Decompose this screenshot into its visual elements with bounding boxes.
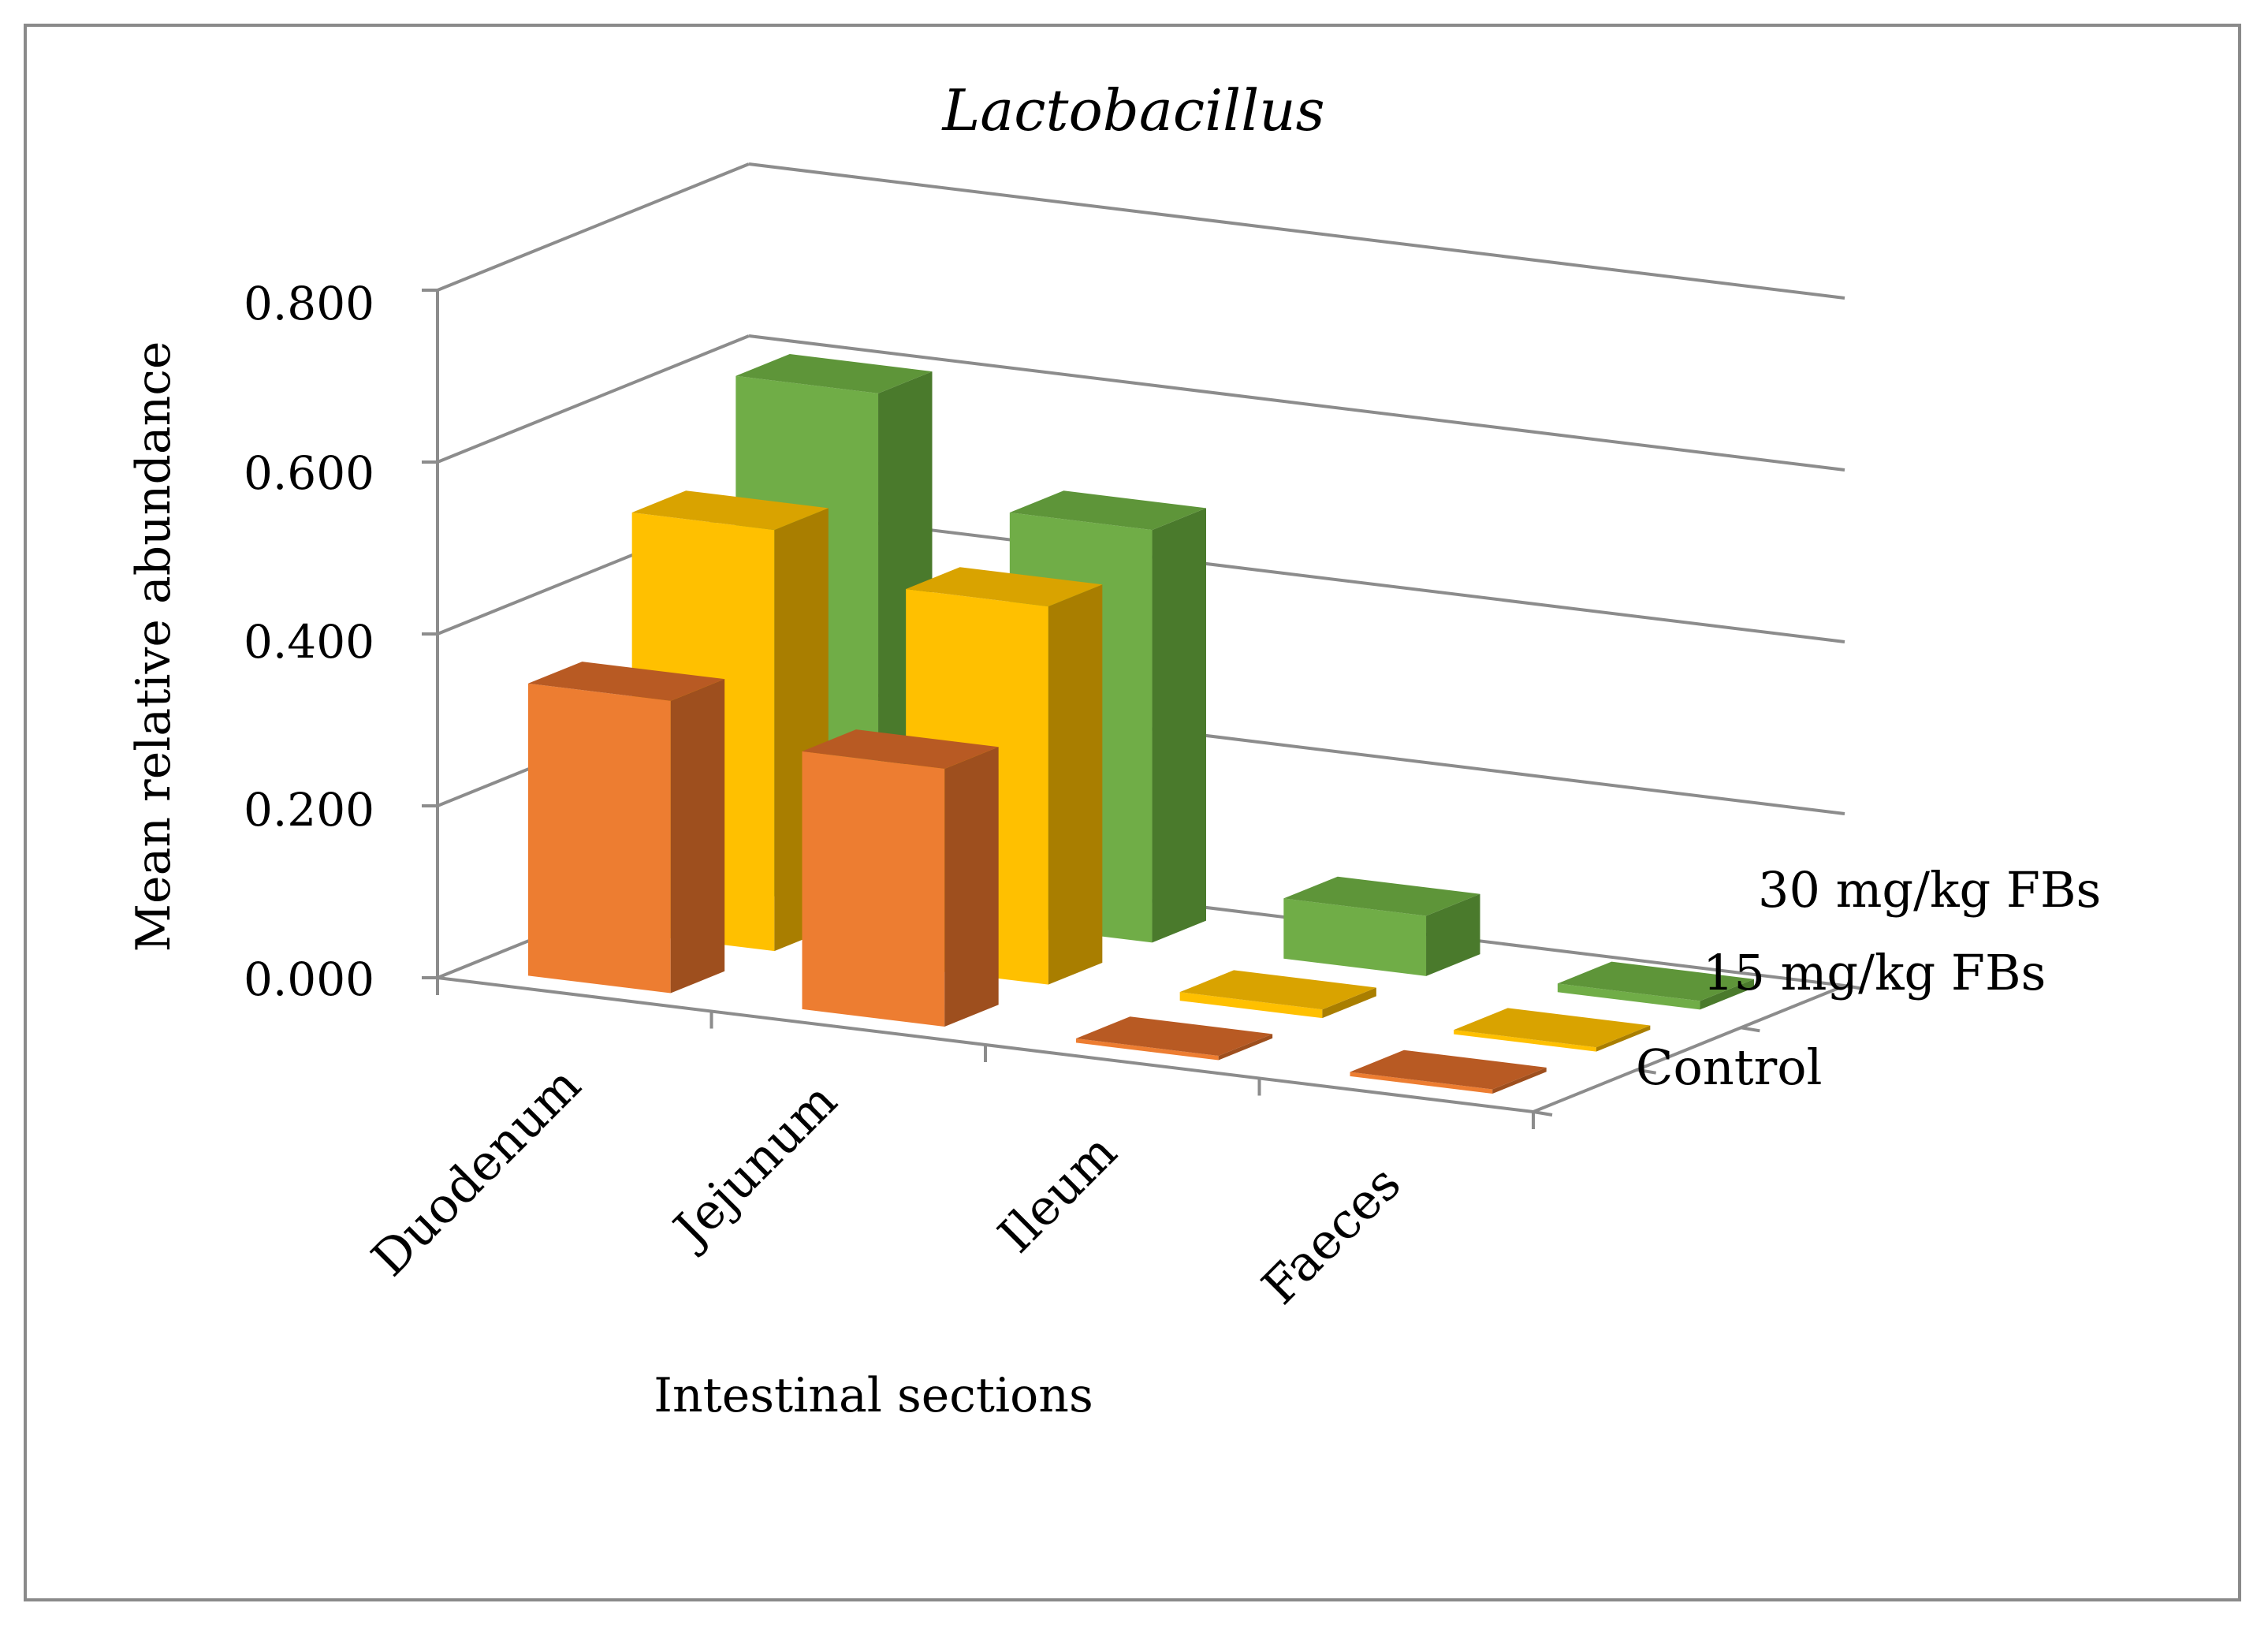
- chart-title: Lactobacillus: [940, 77, 1324, 144]
- category-label: Duodenum: [360, 1056, 591, 1287]
- bar-side-face: [1048, 584, 1103, 985]
- bar-15-mg-kg-fbs-ileum: [1179, 970, 1376, 1019]
- depth-tick-mark: [1844, 984, 1864, 990]
- bar-top-face: [736, 354, 933, 393]
- bar-front-face: [1350, 1072, 1493, 1094]
- bar-side-face: [1492, 1067, 1547, 1094]
- legend-label: Control: [1636, 1038, 1822, 1096]
- bar-side-face: [1426, 893, 1480, 976]
- bar-top-face: [1009, 490, 1206, 531]
- bar-side-face: [1152, 508, 1206, 943]
- y-gridline-back: [748, 162, 1845, 300]
- bar-top-face: [1179, 970, 1376, 1010]
- bar-top-face: [1557, 961, 1754, 1001]
- depth-axis-line: [1532, 984, 1845, 1113]
- depth-tick-mark: [1637, 1068, 1656, 1075]
- bar-front-face: [1454, 1030, 1596, 1052]
- bar-control-faeces: [1350, 1050, 1547, 1094]
- bar-top-face: [1350, 1050, 1547, 1090]
- y-gridline-side: [437, 162, 750, 292]
- bar-control-ileum: [1076, 1016, 1273, 1061]
- category-label: Faeces: [1250, 1154, 1411, 1315]
- y-gridline-back: [748, 334, 1845, 472]
- bar-control-duodenum: [528, 662, 725, 994]
- bar-side-face: [1700, 979, 1754, 1010]
- y-tick-label: 0.200: [244, 783, 374, 837]
- bar-top-face: [631, 490, 829, 531]
- legend-label: 30 mg/kg FBs: [1758, 861, 2101, 919]
- depth-tick-mark: [1741, 1026, 1760, 1033]
- y-tick-label: 0.800: [244, 277, 374, 330]
- category-label: Ileum: [987, 1123, 1128, 1264]
- bar-30-mg-kg-fbs-ileum: [1283, 876, 1480, 976]
- bar-top-face: [1076, 1016, 1273, 1057]
- series-legend: 30 mg/kg FBs 15 mg/kg FBs Control: [1636, 861, 2101, 1096]
- bar-top-face: [1454, 1008, 1651, 1048]
- legend-label: 15 mg/kg FBs: [1703, 944, 2046, 1001]
- depth-tick-mark: [1532, 1110, 1553, 1117]
- bar-side-face: [1596, 1025, 1651, 1052]
- bar-front-face: [1283, 898, 1427, 976]
- y-axis-title: Mean relative abundance: [126, 341, 181, 953]
- bar-top-face: [906, 567, 1103, 607]
- y-gridline-side: [437, 334, 750, 464]
- bar-top-face: [528, 662, 725, 701]
- bar-front-face: [1179, 992, 1323, 1019]
- bar-front-face: [1076, 1038, 1219, 1061]
- bar-front-face: [802, 751, 945, 1027]
- y-tick-label: 0.400: [244, 615, 374, 669]
- y-tick-labels: 0.000 0.200 0.400 0.600 0.800: [244, 277, 374, 1006]
- category-labels: Duodenum Jejunum Ileum Faeces: [360, 1056, 1411, 1315]
- bar-15-mg-kg-fbs-faeces: [1454, 1008, 1651, 1052]
- x-axis-title: Intestinal sections: [654, 1368, 1093, 1423]
- bar-30-mg-kg-fbs-faeces: [1557, 961, 1754, 1010]
- bar-top-face: [1283, 876, 1480, 916]
- chart-bars: [528, 354, 1754, 1094]
- bar-side-face: [670, 679, 725, 994]
- bar-front-face: [1557, 983, 1700, 1010]
- category-label: Jejunum: [659, 1072, 847, 1260]
- bar-control-jejunum: [802, 729, 999, 1027]
- bar-side-face: [1322, 987, 1376, 1019]
- bar-top-face: [802, 729, 999, 769]
- bar-front-face: [528, 683, 671, 994]
- y-tick-label: 0.000: [244, 953, 374, 1006]
- y-tick-label: 0.600: [244, 446, 374, 500]
- bar-side-face: [1218, 1034, 1273, 1061]
- bar-side-face: [944, 747, 999, 1027]
